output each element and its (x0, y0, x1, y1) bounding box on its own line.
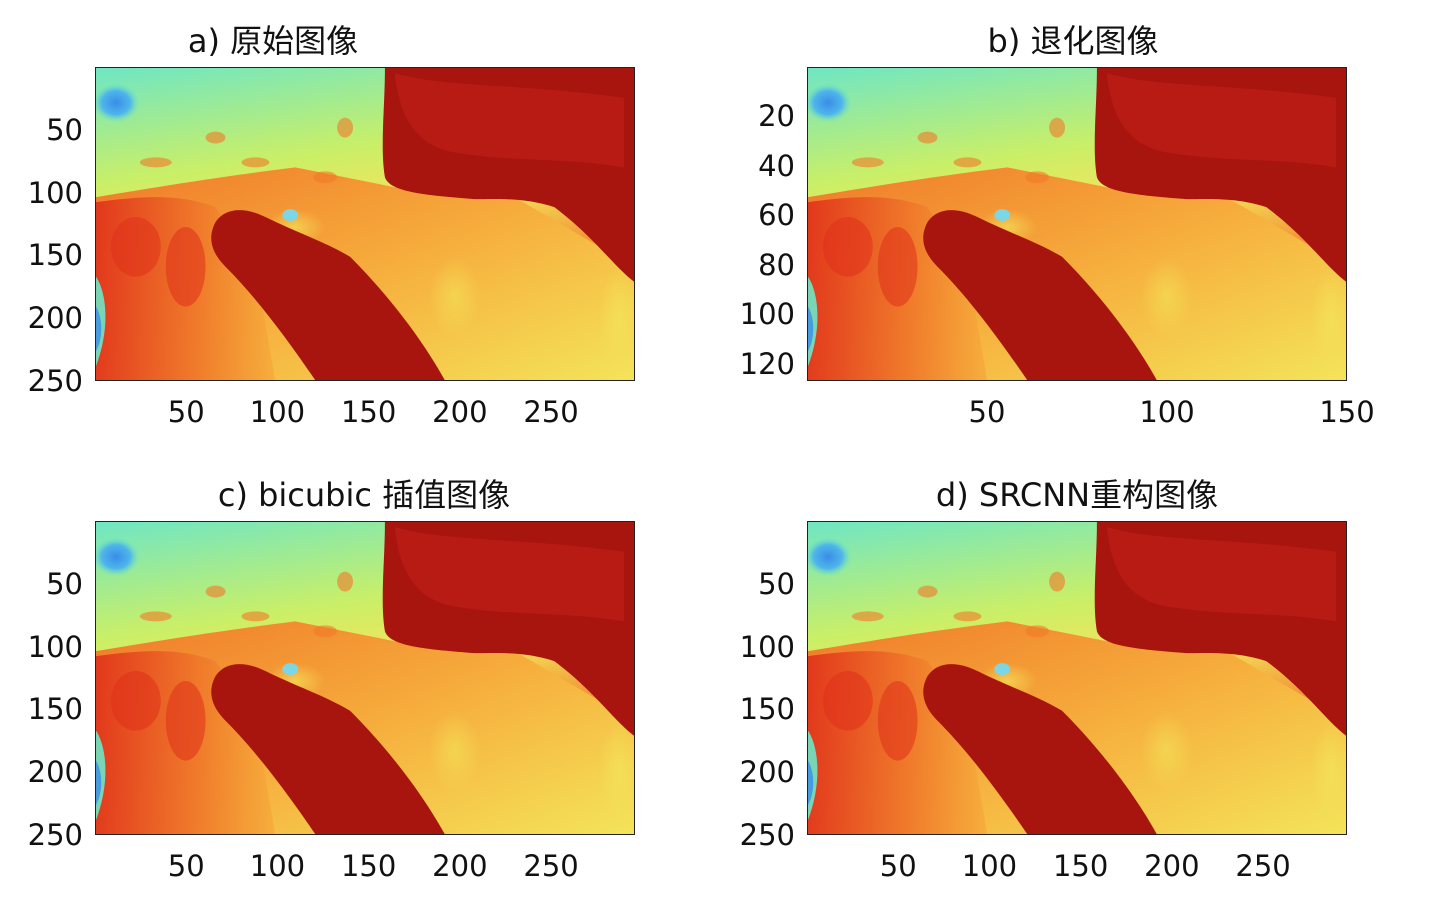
x-tick-label: 100 (1139, 395, 1195, 429)
y-tick-label: 20 (758, 99, 795, 134)
heatmap-image (96, 522, 634, 834)
x-tick-label: 50 (968, 395, 1006, 429)
y-tick-label: 150 (27, 238, 83, 273)
y-tick-label: 100 (27, 629, 83, 664)
x-tick-label: 150 (340, 395, 397, 429)
y-tick-label: 50 (46, 566, 83, 601)
y-tick-label: 250 (27, 364, 83, 398)
y-tick-label: 40 (758, 148, 795, 183)
x-tick-label: 200 (432, 395, 488, 429)
panel-title: c) bicubic 插值图像 (217, 476, 511, 514)
y-tick-label: 50 (758, 566, 795, 601)
y-tick-label: 100 (27, 175, 83, 210)
x-tick-label: 200 (1144, 849, 1200, 883)
y-tick-label: 150 (739, 692, 795, 727)
y-tick-label: 60 (758, 198, 795, 233)
heatmap-axes (95, 521, 635, 835)
x-tick-label: 200 (432, 849, 488, 883)
x-tick-label: 100 (249, 395, 306, 429)
heatmap-axes (807, 521, 1347, 835)
y-tick-label: 200 (27, 755, 83, 790)
panel-title: d) SRCNN重构图像 (935, 476, 1219, 514)
x-tick-label: 100 (249, 849, 306, 883)
heatmap-image (808, 68, 1346, 380)
x-tick-label: 50 (167, 849, 205, 883)
x-tick-label: 250 (523, 395, 579, 429)
y-tick-label: 80 (758, 247, 795, 282)
y-tick-label: 50 (46, 112, 83, 147)
x-tick-label: 250 (523, 849, 579, 883)
y-tick-label: 200 (27, 301, 83, 336)
x-tick-label: 50 (879, 849, 917, 883)
y-tick-label: 100 (739, 297, 795, 332)
heatmap-image (96, 68, 634, 380)
x-tick-label: 100 (961, 849, 1018, 883)
x-tick-label: 50 (167, 395, 205, 429)
panel-title: b) 退化图像 (987, 22, 1159, 60)
x-tick-label: 250 (1235, 849, 1291, 883)
x-tick-label: 150 (1319, 395, 1375, 429)
x-tick-label: 150 (340, 849, 397, 883)
y-tick-label: 250 (27, 818, 83, 852)
heatmap-axes (807, 67, 1347, 381)
heatmap-axes (95, 67, 635, 381)
heatmap-image (808, 522, 1346, 834)
y-tick-label: 150 (27, 692, 83, 727)
y-tick-label: 100 (739, 629, 795, 664)
y-tick-label: 200 (739, 755, 795, 790)
y-tick-label: 250 (739, 818, 795, 852)
y-tick-label: 120 (739, 346, 795, 381)
x-tick-label: 150 (1052, 849, 1109, 883)
panel-title: a) 原始图像 (187, 22, 359, 60)
